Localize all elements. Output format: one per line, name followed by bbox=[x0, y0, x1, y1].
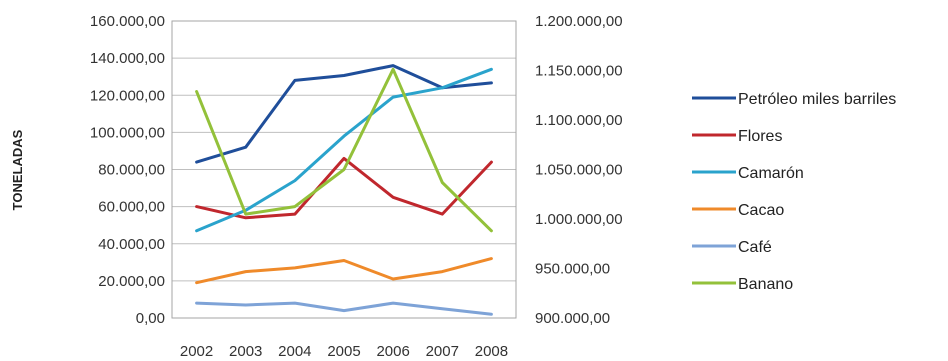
series-line-4 bbox=[195, 301, 493, 316]
legend-label: Flores bbox=[738, 128, 782, 145]
series-line-1 bbox=[195, 156, 493, 220]
left-axis-tick-label: 60.000,00 bbox=[98, 199, 165, 216]
x-axis-tick-label: 2005 bbox=[327, 343, 360, 360]
legend-label: Petróleo miles barriles bbox=[738, 91, 896, 108]
series-lines bbox=[195, 64, 493, 316]
y-axis-label: TONELADAS bbox=[10, 129, 25, 210]
x-axis-tick-labels: 2002 2003 2004 2005 2006 2007 2008 bbox=[180, 343, 508, 360]
right-axis-tick-labels: 900.000,00 950.000,00 1.000.000,00 1.050.00… bbox=[535, 13, 623, 327]
legend-label: Camarón bbox=[738, 165, 804, 182]
right-axis-tick-label: 1.100.000,00 bbox=[535, 112, 623, 129]
right-axis-tick-label: 900.000,00 bbox=[535, 310, 610, 327]
left-axis-tick-labels: 0,00 20.000,00 40.000,00 60.000,00 80.000,00… bbox=[90, 13, 165, 327]
left-axis-tick-label: 20.000,00 bbox=[98, 273, 165, 290]
left-axis-tick-label: 100.000,00 bbox=[90, 124, 165, 141]
left-axis-tick-label: 160.000,00 bbox=[90, 13, 165, 30]
plot-area-frame bbox=[171, 20, 517, 319]
left-axis-tick-label: 0,00 bbox=[136, 310, 165, 327]
right-axis-tick-label: 1.000.000,00 bbox=[535, 211, 623, 228]
x-axis-tick-label: 2002 bbox=[180, 343, 213, 360]
right-axis-tick-label: 950.000,00 bbox=[535, 261, 610, 278]
right-axis-tick-label: 1.150.000,00 bbox=[535, 63, 623, 80]
x-axis-tick-label: 2006 bbox=[376, 343, 409, 360]
right-axis-tick-label: 1.050.000,00 bbox=[535, 162, 623, 179]
right-axis-tick-label: 1.200.000,00 bbox=[535, 13, 623, 30]
x-axis-tick-label: 2007 bbox=[426, 343, 459, 360]
legend-label: Cacao bbox=[738, 202, 784, 219]
series-line-3 bbox=[195, 257, 493, 285]
x-axis-tick-label: 2003 bbox=[229, 343, 262, 360]
x-axis-tick-label: 2004 bbox=[278, 343, 311, 360]
legend-label: Café bbox=[738, 239, 772, 256]
left-axis-tick-label: 120.000,00 bbox=[90, 87, 165, 104]
left-axis-tick-label: 40.000,00 bbox=[98, 236, 165, 253]
left-axis-tick-label: 80.000,00 bbox=[98, 162, 165, 179]
x-axis-tick-label: 2008 bbox=[475, 343, 508, 360]
legend-label: Banano bbox=[738, 276, 793, 293]
left-axis-tick-label: 140.000,00 bbox=[90, 50, 165, 67]
series-line-5 bbox=[195, 67, 493, 233]
legend: Petróleo miles barriles Flores Camarón Caca… bbox=[692, 91, 896, 293]
